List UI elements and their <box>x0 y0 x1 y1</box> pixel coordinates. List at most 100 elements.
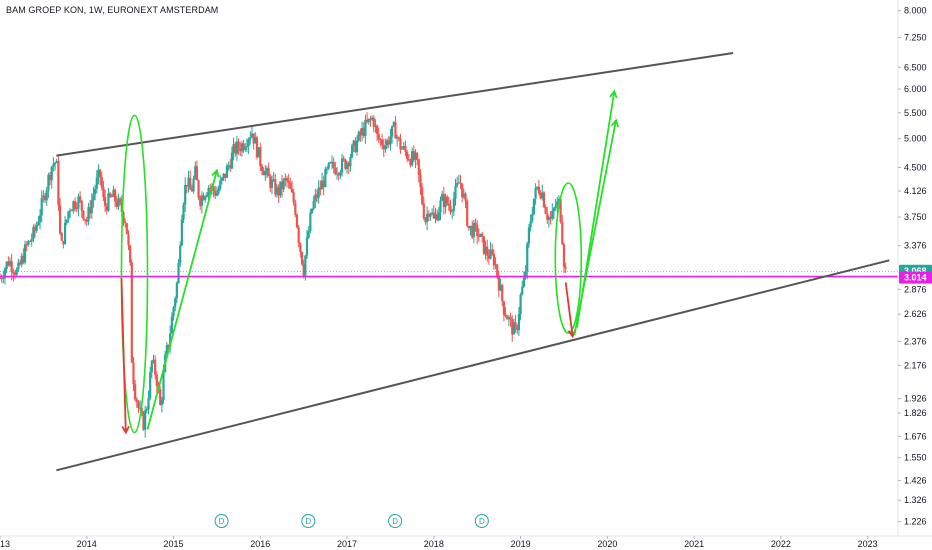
y-tick-label: 1.550 <box>904 453 927 463</box>
candle-body <box>18 262 22 265</box>
candle-body <box>467 226 470 229</box>
candle-body <box>23 244 27 263</box>
candle-body <box>394 122 397 139</box>
x-tick-label: 2013 <box>0 539 10 549</box>
candle-body <box>72 201 75 211</box>
y-tick-label: 5.500 <box>904 108 927 118</box>
candle-body <box>412 151 415 161</box>
candle-body <box>267 168 270 177</box>
candle-body <box>68 210 72 212</box>
dividend-badge-circle <box>214 514 229 528</box>
candle-body <box>0 277 2 279</box>
dividend-badge-label: D <box>392 517 398 526</box>
candle-body <box>120 202 123 213</box>
candle-body <box>459 182 462 184</box>
candle-body <box>242 143 245 150</box>
candle-body <box>476 224 479 237</box>
candle-body <box>229 165 232 169</box>
candle-body <box>446 196 449 204</box>
y-tick-label: 2.626 <box>904 309 927 319</box>
candle-body <box>70 210 73 212</box>
candle-body <box>295 214 299 228</box>
trendline <box>56 52 734 157</box>
candle-body <box>304 255 307 276</box>
candle-body <box>432 212 435 219</box>
candle-body <box>325 168 329 170</box>
candle-body <box>382 145 385 150</box>
candle-body <box>312 200 315 209</box>
y-tick-label: 6.500 <box>904 62 927 72</box>
candle-body <box>247 139 250 147</box>
candle-body <box>55 161 58 163</box>
candle-body <box>531 214 534 222</box>
candle-body <box>89 207 92 214</box>
candle-body <box>421 187 424 204</box>
candle-body <box>184 184 187 205</box>
candle-body <box>160 400 163 405</box>
candle-body <box>396 137 399 139</box>
candle-body <box>442 194 445 208</box>
candle-body <box>404 145 407 152</box>
candle-body <box>94 188 97 195</box>
candle-body <box>557 199 561 202</box>
candle-body <box>134 384 137 400</box>
arrow-head <box>121 425 130 435</box>
candle-body <box>329 162 332 164</box>
candle-body <box>506 316 509 320</box>
candle-body <box>294 202 297 215</box>
candle-body <box>42 195 45 198</box>
candle-body <box>119 198 122 203</box>
y-tick-label: 3.376 <box>904 241 927 251</box>
arrow-line <box>120 277 127 433</box>
candle-body <box>526 243 529 272</box>
candle-body <box>380 139 384 146</box>
candle-body <box>139 407 142 409</box>
candle-body <box>541 192 544 199</box>
candle-body <box>259 147 262 166</box>
highlight-ellipse <box>554 182 583 334</box>
candle-body <box>7 261 10 266</box>
candle-body <box>167 344 170 347</box>
candle-body <box>477 236 480 238</box>
candle-body <box>169 333 172 347</box>
candle-body <box>374 125 377 127</box>
candle-body <box>225 166 229 178</box>
candle-body <box>122 212 125 222</box>
candle-body <box>355 140 359 153</box>
candle-body <box>127 233 130 246</box>
x-axis: 2013 2014 2015 2016 2017 2018 2019 2020 2021 2022… <box>0 535 932 549</box>
candle-body <box>277 186 280 196</box>
candle-body <box>549 217 552 219</box>
candle-body <box>357 131 360 141</box>
candle-body <box>379 139 382 141</box>
candle-body <box>190 189 193 192</box>
candle-body <box>285 177 289 181</box>
candle-body <box>544 207 547 214</box>
candle-body <box>159 389 162 405</box>
candle-body <box>87 207 90 222</box>
candle-body <box>112 189 115 197</box>
candle-body <box>556 201 559 207</box>
candle-body <box>422 203 425 219</box>
candle-body <box>349 157 352 167</box>
candle-body <box>387 140 390 145</box>
candle-body <box>347 163 350 167</box>
candle-body <box>100 176 103 188</box>
candle-body <box>154 359 157 375</box>
x-tick-label: 2023 <box>858 539 878 549</box>
dividend-badge-circle <box>301 514 316 528</box>
dividend-marker: D <box>214 514 229 528</box>
candle-body <box>305 237 309 256</box>
candle-body <box>315 194 319 198</box>
candle-body <box>529 221 532 228</box>
candle-body <box>471 225 474 238</box>
candle-body <box>195 166 198 181</box>
candle-body <box>330 161 334 163</box>
y-tick-label: 1.926 <box>904 394 927 404</box>
candle-body <box>107 193 110 211</box>
candle-body <box>33 227 37 231</box>
candle-body <box>47 174 50 191</box>
candle-body <box>397 137 400 139</box>
dividend-badge-label: D <box>479 517 485 526</box>
